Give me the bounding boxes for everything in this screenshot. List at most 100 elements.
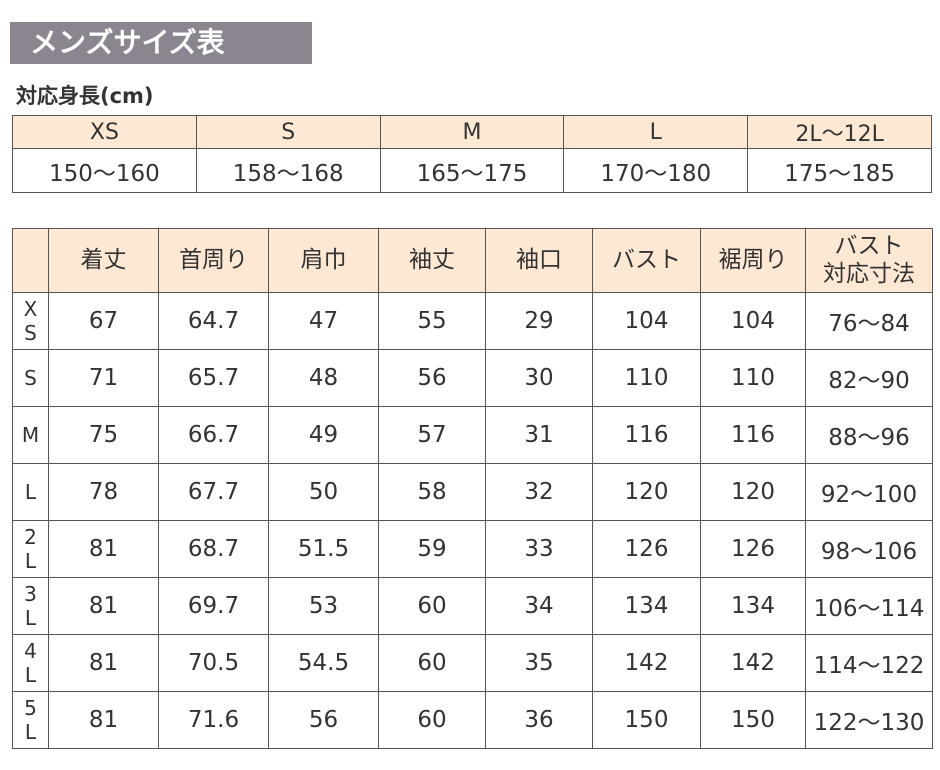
size-label: 4L <box>12 634 49 692</box>
measurement: 33 <box>485 520 593 578</box>
measurement: 67.7 <box>158 463 269 521</box>
size-label: 2L <box>12 520 49 578</box>
measurement: 116 <box>700 406 806 464</box>
measurement: 122～130 <box>805 691 933 749</box>
column-header: 裾周り <box>700 228 806 293</box>
measurement: 81 <box>48 520 159 578</box>
measurement: 110 <box>700 349 806 407</box>
measurement: 82～90 <box>805 349 933 407</box>
measurement: 71.6 <box>158 691 269 749</box>
height-range: 165～175 <box>379 148 565 193</box>
measurement: 104 <box>592 292 701 350</box>
measurement: 49 <box>268 406 379 464</box>
measurement: 104 <box>700 292 806 350</box>
measurement: 64.7 <box>158 292 269 350</box>
height-table: XS S M L 2L～12L 150～160 158～168 165～175 170～180 1… <box>12 115 932 193</box>
measurement: 58 <box>378 463 486 521</box>
size-table: 着丈 首周り 肩巾 袖丈 袖口 バスト 裾周り バスト 対応寸法 XS 67 64.7 47 55 29 1… <box>12 228 933 749</box>
measurement: 34 <box>485 577 593 635</box>
measurement: 67 <box>48 292 159 350</box>
measurement: 92～100 <box>805 463 933 521</box>
size-label: M <box>12 406 49 464</box>
measurement: 150 <box>592 691 701 749</box>
measurement: 81 <box>48 634 159 692</box>
measurement: 78 <box>48 463 159 521</box>
measurement: 114～122 <box>805 634 933 692</box>
size-label: 3L <box>12 577 49 635</box>
measurement: 36 <box>485 691 593 749</box>
size-header: XS <box>12 115 197 149</box>
measurement: 29 <box>485 292 593 350</box>
column-header: バスト <box>592 228 701 293</box>
size-row: 2L 81 68.7 51.5 59 33 126 126 98～106 <box>12 520 933 578</box>
measurement: 71 <box>48 349 159 407</box>
size-row: M 75 66.7 49 57 31 116 116 88～96 <box>12 406 933 464</box>
column-header: バスト 対応寸法 <box>805 228 933 293</box>
measurement: 81 <box>48 577 159 635</box>
measurement: 50 <box>268 463 379 521</box>
subtitle: 対応身長(cm) <box>16 84 154 108</box>
measurement: 56 <box>378 349 486 407</box>
measurement: 70.5 <box>158 634 269 692</box>
measurement: 60 <box>378 634 486 692</box>
size-header: S <box>195 115 381 149</box>
measurement: 48 <box>268 349 379 407</box>
column-header: 首周り <box>158 228 269 293</box>
measurement: 60 <box>378 577 486 635</box>
size-header: M <box>379 115 565 149</box>
measurement: 68.7 <box>158 520 269 578</box>
measurement: 76～84 <box>805 292 933 350</box>
measurement: 142 <box>592 634 701 692</box>
measurement: 56 <box>268 691 379 749</box>
measurement: 54.5 <box>268 634 379 692</box>
size-header: 2L～12L <box>747 115 932 149</box>
measurement: 30 <box>485 349 593 407</box>
size-row: 5L 81 71.6 56 60 36 150 150 122～130 <box>12 691 933 749</box>
measurement: 110 <box>592 349 701 407</box>
size-label: 5L <box>12 691 49 749</box>
measurement: 75 <box>48 406 159 464</box>
measurement: 88～96 <box>805 406 933 464</box>
size-row: 3L 81 69.7 53 60 34 134 134 106～114 <box>12 577 933 635</box>
measurement: 134 <box>700 577 806 635</box>
measurement: 65.7 <box>158 349 269 407</box>
size-row: 4L 81 70.5 54.5 60 35 142 142 114～122 <box>12 634 933 692</box>
measurement: 35 <box>485 634 593 692</box>
measurement: 142 <box>700 634 806 692</box>
measurement: 32 <box>485 463 593 521</box>
measurement: 57 <box>378 406 486 464</box>
size-row: XS 67 64.7 47 55 29 104 104 76～84 <box>12 292 933 350</box>
measurement: 106～114 <box>805 577 933 635</box>
size-header: L <box>563 115 749 149</box>
corner-cell <box>12 228 49 293</box>
height-row: 150～160 158～168 165～175 170～180 175～185 <box>12 148 932 193</box>
measurement: 98～106 <box>805 520 933 578</box>
header-row: 着丈 首周り 肩巾 袖丈 袖口 バスト 裾周り バスト 対応寸法 <box>12 228 933 293</box>
measurement: 31 <box>485 406 593 464</box>
measurement: 126 <box>700 520 806 578</box>
measurement: 55 <box>378 292 486 350</box>
measurement: 134 <box>592 577 701 635</box>
column-header: 袖口 <box>485 228 593 293</box>
height-range: 158～168 <box>195 148 381 193</box>
measurement: 120 <box>592 463 701 521</box>
column-header: 袖丈 <box>378 228 486 293</box>
header-row: XS S M L 2L～12L <box>12 115 932 149</box>
size-label: XS <box>12 292 49 350</box>
column-header: 着丈 <box>48 228 159 293</box>
measurement: 60 <box>378 691 486 749</box>
size-label: S <box>12 349 49 407</box>
measurement: 53 <box>268 577 379 635</box>
height-range: 150～160 <box>12 148 197 193</box>
measurement: 47 <box>268 292 379 350</box>
measurement: 59 <box>378 520 486 578</box>
measurement: 51.5 <box>268 520 379 578</box>
title: メンズサイズ表 <box>10 22 312 64</box>
height-range: 170～180 <box>563 148 749 193</box>
size-label: L <box>12 463 49 521</box>
measurement: 66.7 <box>158 406 269 464</box>
measurement: 120 <box>700 463 806 521</box>
measurement: 81 <box>48 691 159 749</box>
measurement: 126 <box>592 520 701 578</box>
